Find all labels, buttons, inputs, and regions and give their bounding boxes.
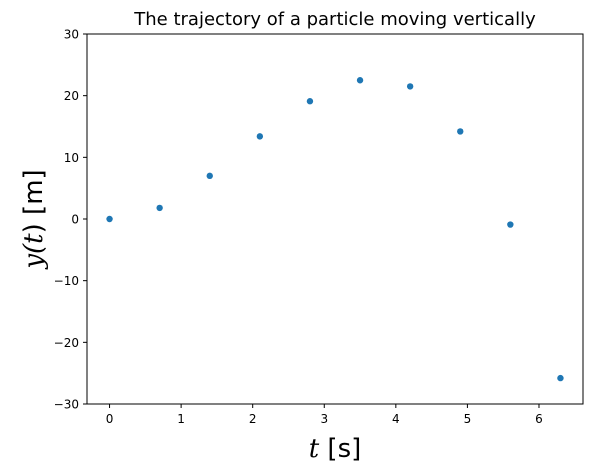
y-tick-label: −20 — [54, 336, 79, 350]
y-tick-label: −10 — [54, 274, 79, 288]
y-axis-label-suffix: ) [m] — [19, 169, 49, 233]
data-point — [206, 172, 213, 180]
y-axis-label-prefix: y( — [19, 243, 49, 270]
y-tick-label: 20 — [64, 89, 79, 103]
data-point — [457, 128, 464, 135]
plot-area-frame — [86, 33, 584, 405]
data-point — [507, 221, 514, 228]
y-tick-label: 30 — [64, 28, 79, 42]
x-tick-label: 3 — [320, 412, 328, 426]
data-point — [557, 374, 564, 382]
x-tick-label: 0 — [106, 412, 114, 426]
x-axis-label-unit: [s] — [319, 434, 361, 464]
y-axis-ticks: −30 −20 −10 0 10 20 30 — [54, 28, 87, 412]
chart-title: The trajectory of a particle moving vert… — [133, 9, 536, 30]
data-point — [406, 83, 414, 90]
x-axis-label: t [s] — [309, 434, 362, 464]
data-point — [356, 77, 364, 84]
x-tick-label: 2 — [249, 412, 257, 426]
x-tick-label: 5 — [464, 412, 472, 426]
data-point — [156, 204, 163, 212]
x-tick-label: 4 — [392, 412, 400, 426]
data-point — [106, 215, 113, 223]
x-tick-label: 1 — [177, 412, 185, 426]
y-tick-label: 0 — [71, 213, 79, 227]
x-axis-label-variable: t — [309, 434, 320, 464]
data-point — [306, 98, 314, 105]
scatter-points — [106, 77, 564, 382]
x-axis-ticks: 0 1 2 3 4 5 6 — [106, 404, 543, 426]
data-point — [256, 133, 264, 140]
y-axis-label-variable: t — [19, 233, 49, 244]
x-tick-label: 6 — [535, 412, 543, 426]
y-axis-label: y(t) [m] — [19, 169, 49, 269]
y-tick-label: 10 — [64, 151, 79, 165]
y-tick-label: −30 — [54, 398, 79, 412]
